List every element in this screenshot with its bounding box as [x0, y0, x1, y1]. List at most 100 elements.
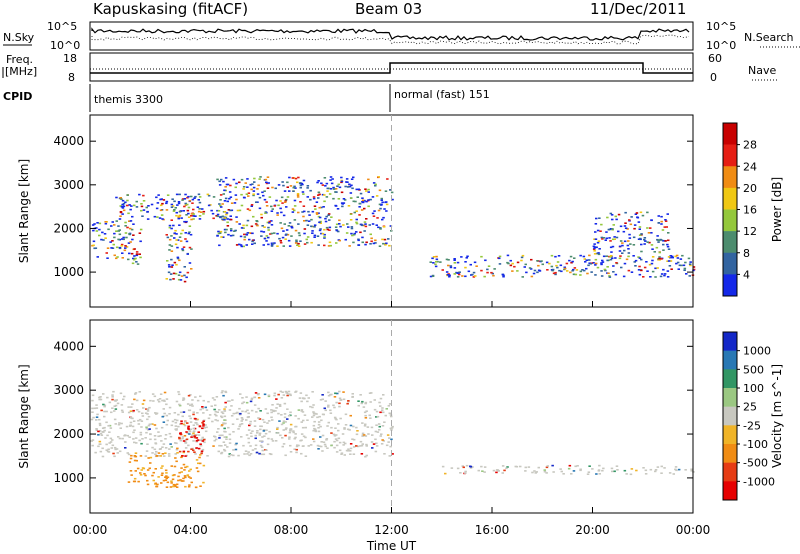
echo-cell	[117, 423, 121, 426]
echo-cell	[374, 184, 377, 187]
echo-cell	[132, 431, 135, 434]
echo-cell	[360, 453, 364, 455]
echo-cell	[506, 261, 509, 264]
echo-cell	[91, 411, 94, 413]
echo-cell	[189, 394, 192, 396]
echo-cell	[377, 423, 381, 425]
echo-cell	[131, 215, 134, 218]
echo-cell	[337, 198, 341, 200]
echo-cell	[441, 465, 445, 468]
echo-cell	[142, 200, 146, 202]
echo-cell	[282, 184, 285, 187]
echo-cell	[609, 246, 613, 249]
echo-cell	[598, 217, 601, 219]
echo-cell	[558, 269, 561, 272]
echo-cell	[554, 255, 557, 258]
echo-cell	[363, 411, 367, 414]
echo-cell	[118, 246, 122, 249]
echo-cell	[654, 276, 657, 278]
echo-cell	[238, 407, 241, 410]
echo-cell	[113, 418, 117, 421]
echo-cell	[115, 257, 118, 260]
echo-cell	[155, 485, 158, 488]
echo-cell	[548, 262, 551, 265]
echo-cell	[588, 254, 591, 257]
echo-cell	[282, 214, 286, 217]
echo-cell	[160, 204, 163, 207]
echo-cell	[356, 445, 360, 448]
echo-cell	[242, 227, 245, 229]
echo-cell	[154, 412, 157, 414]
nsearch-label: N.Search	[744, 31, 794, 44]
colorbar-tick-label: -25	[743, 419, 761, 432]
freq-label-1: Freq.	[6, 53, 33, 66]
echo-cell	[112, 390, 115, 393]
echo-cell	[327, 214, 330, 216]
echo-cell	[194, 453, 197, 455]
echo-cell	[196, 439, 200, 441]
echo-cell	[321, 394, 324, 396]
echo-cell	[390, 415, 393, 418]
echo-cell	[106, 434, 109, 437]
echo-cell	[317, 244, 320, 246]
echo-cell	[224, 431, 227, 433]
echo-cell	[113, 405, 116, 407]
echo-cell	[173, 474, 176, 476]
date-label: 11/Dec/2011	[590, 0, 687, 18]
echo-cell	[685, 273, 688, 275]
echo-cell	[379, 405, 382, 407]
echo-cell	[213, 439, 216, 442]
echo-cell	[166, 194, 170, 196]
echo-cell	[325, 215, 328, 218]
echo-cell	[332, 197, 335, 200]
colorbar-tick-label: 4	[743, 268, 750, 281]
echo-cell	[92, 244, 95, 247]
echo-cell	[151, 446, 154, 449]
echo-cell	[501, 273, 505, 276]
echo-cell	[640, 250, 643, 253]
echo-cell	[192, 215, 196, 217]
echo-cell	[282, 230, 285, 232]
echo-cell	[357, 238, 360, 241]
echo-cell	[200, 438, 204, 441]
echo-cell	[324, 220, 328, 223]
echo-cell	[355, 433, 359, 436]
echo-cell	[223, 218, 226, 221]
cpid-label: CPID	[3, 90, 32, 103]
echo-cell	[230, 229, 233, 232]
echo-cell	[328, 229, 331, 231]
echo-cell	[290, 225, 293, 228]
echo-cell	[178, 404, 182, 407]
echo-cell	[276, 432, 280, 434]
echo-cell	[453, 259, 456, 261]
echo-cell	[550, 254, 554, 257]
echo-cell	[180, 480, 184, 482]
echo-cell	[262, 231, 266, 233]
echo-cell	[434, 265, 438, 268]
echo-cell	[258, 418, 262, 420]
echo-cell	[624, 211, 627, 214]
echo-cell	[364, 401, 368, 404]
echo-cell	[568, 464, 572, 467]
echo-cell	[385, 201, 388, 203]
echo-cell	[101, 427, 105, 429]
echo-cell	[343, 427, 346, 429]
echo-cell	[166, 476, 170, 479]
freq-tick-bottom: 8	[68, 71, 75, 84]
echo-cell	[293, 199, 297, 202]
echo-cell	[349, 453, 352, 455]
echo-cell	[271, 419, 274, 421]
echo-cell	[160, 214, 164, 216]
echo-cell	[456, 276, 460, 278]
echo-cell	[234, 186, 237, 189]
echo-cell	[533, 269, 537, 272]
echo-cell	[666, 213, 669, 215]
echo-cell	[329, 409, 332, 412]
echo-cell	[142, 399, 146, 402]
echo-cell	[501, 472, 504, 474]
echo-cell	[224, 197, 228, 200]
echo-cell	[605, 237, 608, 240]
echo-cell	[305, 219, 308, 222]
echo-cell	[189, 417, 192, 420]
